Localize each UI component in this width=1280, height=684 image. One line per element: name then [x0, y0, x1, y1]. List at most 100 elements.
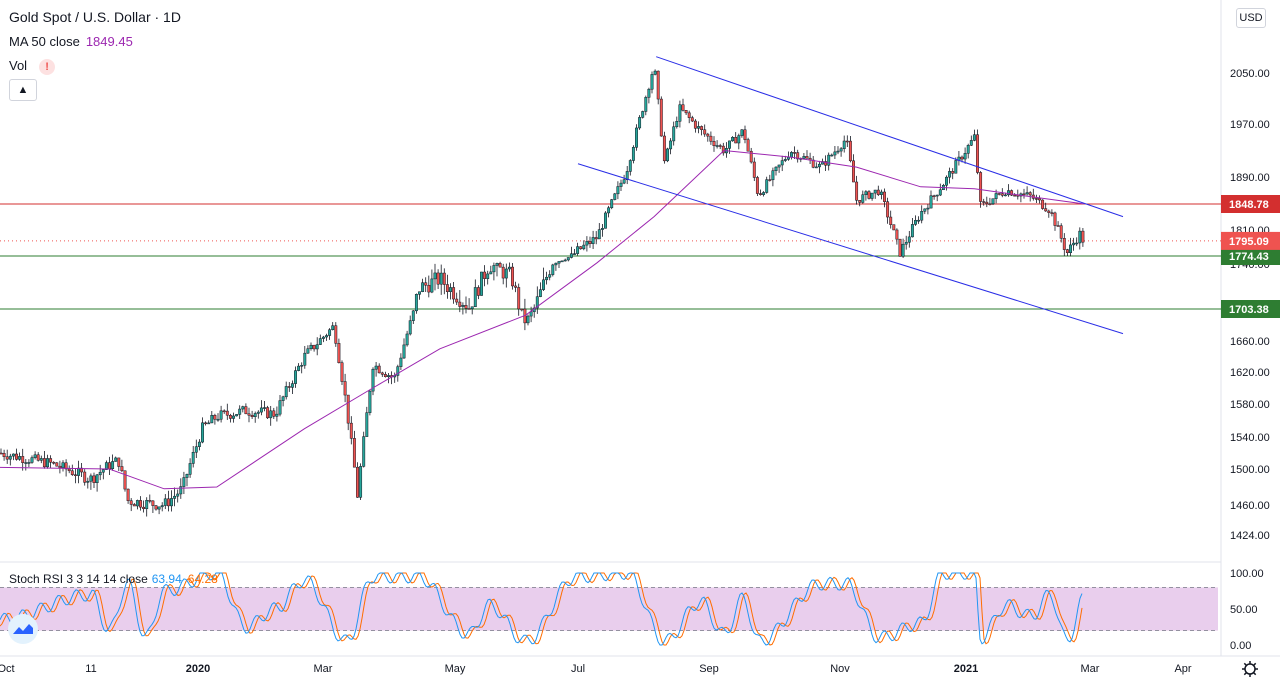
candle-body: [780, 160, 784, 166]
candle: [222, 409, 226, 414]
candle: [532, 304, 536, 318]
candle-body: [365, 412, 369, 437]
candle: [135, 499, 139, 510]
gear-icon[interactable]: [1240, 659, 1260, 679]
candle-body: [848, 140, 852, 162]
candle: [160, 502, 164, 512]
candle: [951, 168, 955, 180]
candle: [343, 373, 347, 403]
candle: [235, 414, 239, 417]
candle: [883, 188, 886, 208]
channel-lower-line: [577, 163, 1124, 335]
candle: [120, 459, 124, 473]
candle: [424, 277, 428, 292]
vol-alert-icon[interactable]: !: [39, 59, 56, 75]
candle: [895, 228, 899, 245]
candle-body: [656, 70, 660, 100]
candle: [18, 452, 22, 461]
candle-body: [622, 179, 626, 184]
candle-body: [275, 413, 279, 417]
currency-button[interactable]: USD: [1236, 8, 1266, 28]
candle: [433, 263, 437, 291]
candle: [197, 439, 201, 451]
vol-label: Vol: [9, 58, 28, 73]
candle-body: [18, 456, 22, 460]
candle-body: [876, 189, 880, 195]
candle-body: [728, 140, 731, 149]
candle: [855, 175, 859, 205]
candle: [941, 183, 945, 191]
candle: [870, 192, 874, 201]
candle: [340, 360, 344, 385]
candle: [669, 138, 673, 155]
candle: [238, 405, 242, 419]
candle-body: [755, 177, 759, 194]
candle-body: [604, 212, 607, 229]
vol-legend: Vol!: [9, 58, 56, 75]
candle-body: [1065, 249, 1069, 253]
candle: [325, 333, 328, 341]
candle: [938, 183, 942, 197]
candle: [690, 115, 694, 123]
candle-body: [129, 500, 133, 505]
candle: [842, 135, 846, 153]
candle: [210, 411, 214, 424]
candle: [780, 155, 784, 172]
candle-body: [600, 228, 604, 230]
candle-body: [449, 287, 452, 292]
candle-body: [362, 436, 366, 467]
candle: [312, 344, 316, 352]
candle: [752, 157, 756, 182]
candle: [387, 372, 390, 384]
candle-body: [870, 192, 874, 199]
candle-body: [867, 191, 871, 199]
candle-body: [170, 498, 173, 507]
candle-body: [30, 457, 34, 463]
candle-body: [387, 375, 390, 377]
candle: [926, 204, 930, 215]
candle-body: [765, 179, 769, 193]
chevron-up-icon[interactable]: ▲: [9, 79, 37, 101]
candle: [910, 217, 914, 238]
candle: [538, 282, 542, 298]
candle: [535, 286, 539, 314]
candle: [328, 328, 332, 340]
candle: [793, 146, 797, 159]
candle-body: [498, 263, 502, 268]
candle: [991, 198, 995, 205]
price-tick-label: 2050.00: [1230, 68, 1270, 80]
time-tick-label: Mar: [314, 663, 333, 675]
candle: [442, 268, 446, 295]
candle-body: [1050, 212, 1054, 214]
candle-body: [111, 461, 115, 469]
candle-body: [235, 414, 239, 417]
candle: [321, 335, 325, 343]
candle-body: [436, 272, 440, 285]
candle-body: [442, 272, 446, 285]
candle: [461, 302, 465, 315]
candle-body: [402, 344, 406, 359]
candle: [439, 264, 443, 295]
candle-body: [36, 454, 40, 461]
candle-body: [495, 263, 499, 266]
candle: [622, 174, 626, 185]
candle-body: [653, 70, 657, 75]
candle-body: [644, 97, 648, 112]
candle: [1078, 227, 1082, 250]
candle: [582, 240, 586, 251]
candle: [653, 69, 657, 76]
candle: [932, 194, 936, 200]
candle: [771, 167, 775, 187]
tradingview-logo-icon[interactable]: [8, 614, 38, 644]
candle-body: [507, 266, 511, 270]
candle-body: [8, 455, 12, 460]
time-tick-label: May: [445, 663, 466, 675]
candle-body: [176, 493, 180, 497]
candle-body: [83, 471, 87, 483]
candle: [1056, 221, 1060, 227]
candle: [1019, 192, 1023, 203]
price-tick-label: 1460.00: [1230, 500, 1270, 512]
candle-body: [926, 207, 930, 210]
candle: [700, 125, 704, 136]
